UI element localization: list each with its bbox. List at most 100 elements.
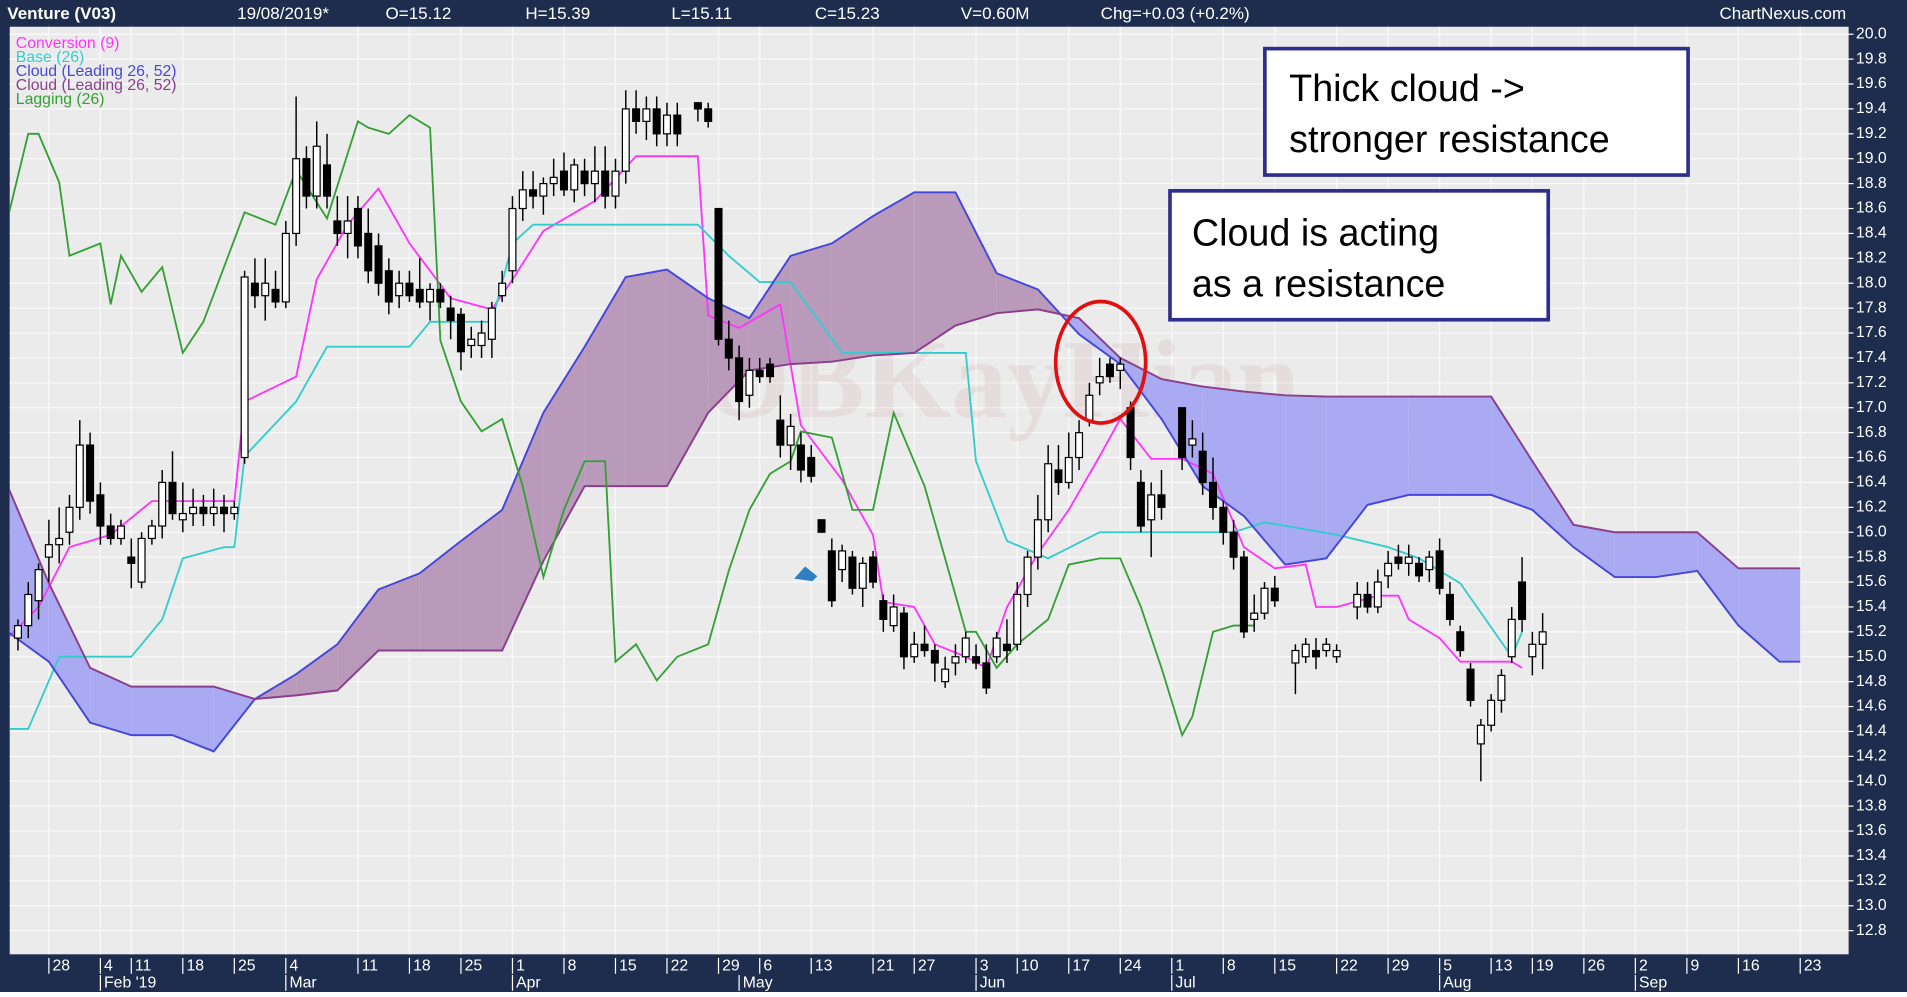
y-tick-label: 13.2 — [1856, 872, 1887, 889]
candle-body — [498, 282, 507, 297]
x-tick-label: 25 — [238, 958, 256, 975]
x-tick-label: 29 — [722, 958, 740, 975]
candle-body — [1095, 375, 1104, 384]
candle-body — [168, 481, 177, 515]
y-tick-label: 17.0 — [1856, 399, 1887, 416]
candle-body — [1116, 363, 1125, 371]
cloud-fill — [1079, 318, 1121, 365]
cloud-fill — [1614, 532, 1656, 578]
cloud-fill — [996, 273, 1038, 314]
date: 19/08/2019* — [237, 4, 329, 23]
candle-body — [1353, 593, 1362, 608]
x-tick-label: 1 — [1175, 958, 1184, 975]
field: V=0.60M — [961, 4, 1030, 23]
candle-body — [477, 332, 486, 347]
candle-body — [1178, 407, 1187, 459]
month-label: Sep — [1639, 975, 1667, 992]
candle-body — [1363, 593, 1372, 608]
candle-body — [55, 537, 64, 546]
candle-body — [323, 164, 332, 197]
cloud-fill — [1367, 396, 1409, 505]
candle-body — [632, 108, 641, 122]
y-tick-label: 19.2 — [1856, 125, 1887, 142]
candle-body — [1332, 649, 1341, 658]
y-tick-label: 13.8 — [1856, 797, 1887, 814]
candle-body — [1301, 643, 1310, 658]
candle-body — [1435, 550, 1444, 589]
candle-body — [1538, 631, 1547, 645]
candle-body — [1270, 587, 1279, 602]
highlight-circle — [1053, 299, 1148, 425]
candle-body — [827, 550, 836, 602]
annotation-box — [1263, 46, 1690, 177]
candle-body — [312, 145, 321, 197]
candle-body — [982, 662, 991, 689]
x-tick-label: 21 — [877, 958, 895, 975]
y-tick-label: 16.0 — [1856, 523, 1887, 540]
candle-body — [127, 556, 136, 564]
candle-body — [415, 288, 424, 303]
annotation-box — [1168, 189, 1551, 322]
x-tick-label: 17 — [1072, 958, 1090, 975]
legend-entry: Base (26) — [16, 49, 85, 66]
candle-body — [1394, 556, 1403, 564]
candle-body — [1497, 674, 1506, 701]
candle-body — [714, 207, 723, 340]
annotation-text: Cloud is acting — [1192, 212, 1439, 254]
month-label: Mar — [289, 975, 316, 992]
candle-body — [116, 525, 126, 540]
x-tick-label: 18 — [186, 958, 204, 975]
candle-body — [1126, 407, 1135, 459]
cloud-fill — [378, 573, 420, 651]
legend: Conversion (9)Base (26)Cloud (Leading 26… — [16, 35, 177, 108]
candle-body — [601, 170, 610, 197]
candle-body — [250, 282, 259, 297]
candle-body — [1229, 531, 1238, 558]
candle-body — [869, 556, 878, 583]
annotation-text: as a resistance — [1192, 263, 1446, 305]
x-tick-label: 2 — [1639, 958, 1648, 975]
candle-body — [642, 108, 651, 122]
candle-body — [75, 444, 84, 508]
y-tick-label: 18.2 — [1856, 249, 1887, 266]
candle-body — [838, 550, 847, 571]
indicator-line — [9, 223, 1523, 730]
y-tick-label: 18.4 — [1856, 225, 1887, 242]
candle-body — [673, 114, 682, 135]
candle-body — [570, 164, 579, 191]
candle-body — [1044, 463, 1053, 521]
candle-body — [580, 170, 589, 185]
y-tick-label: 13.4 — [1856, 847, 1887, 864]
candle-body — [508, 207, 517, 272]
candle-body — [776, 419, 785, 446]
candle-body — [1476, 724, 1485, 745]
cloud-fill — [543, 346, 585, 561]
cloud-fill — [749, 255, 791, 371]
candle-body — [343, 220, 352, 235]
candle-body — [219, 506, 229, 515]
candle-body — [147, 525, 156, 540]
cloud-fill — [1491, 396, 1533, 510]
cloud-fill — [1408, 396, 1450, 495]
y-tick-label: 17.4 — [1856, 349, 1887, 366]
candle-body — [34, 568, 43, 602]
candle-body — [611, 170, 620, 197]
x-tick-label: 24 — [1124, 958, 1142, 975]
cloud-fill — [1449, 396, 1492, 495]
candle-body — [735, 357, 744, 403]
candle-body — [817, 519, 826, 533]
candle-body — [1528, 643, 1537, 658]
y-tick-label: 17.2 — [1856, 374, 1887, 391]
cloud-fill — [1779, 568, 1801, 662]
source: ChartNexus.com — [1719, 4, 1846, 23]
candle-body — [755, 369, 764, 378]
candle-body — [395, 282, 404, 297]
cloud-fill — [914, 192, 956, 353]
candle-body — [1219, 506, 1228, 533]
x-tick-label: 29 — [1392, 958, 1410, 975]
candle-body — [786, 425, 795, 446]
candle-body — [189, 506, 198, 515]
candle-body — [590, 170, 599, 185]
